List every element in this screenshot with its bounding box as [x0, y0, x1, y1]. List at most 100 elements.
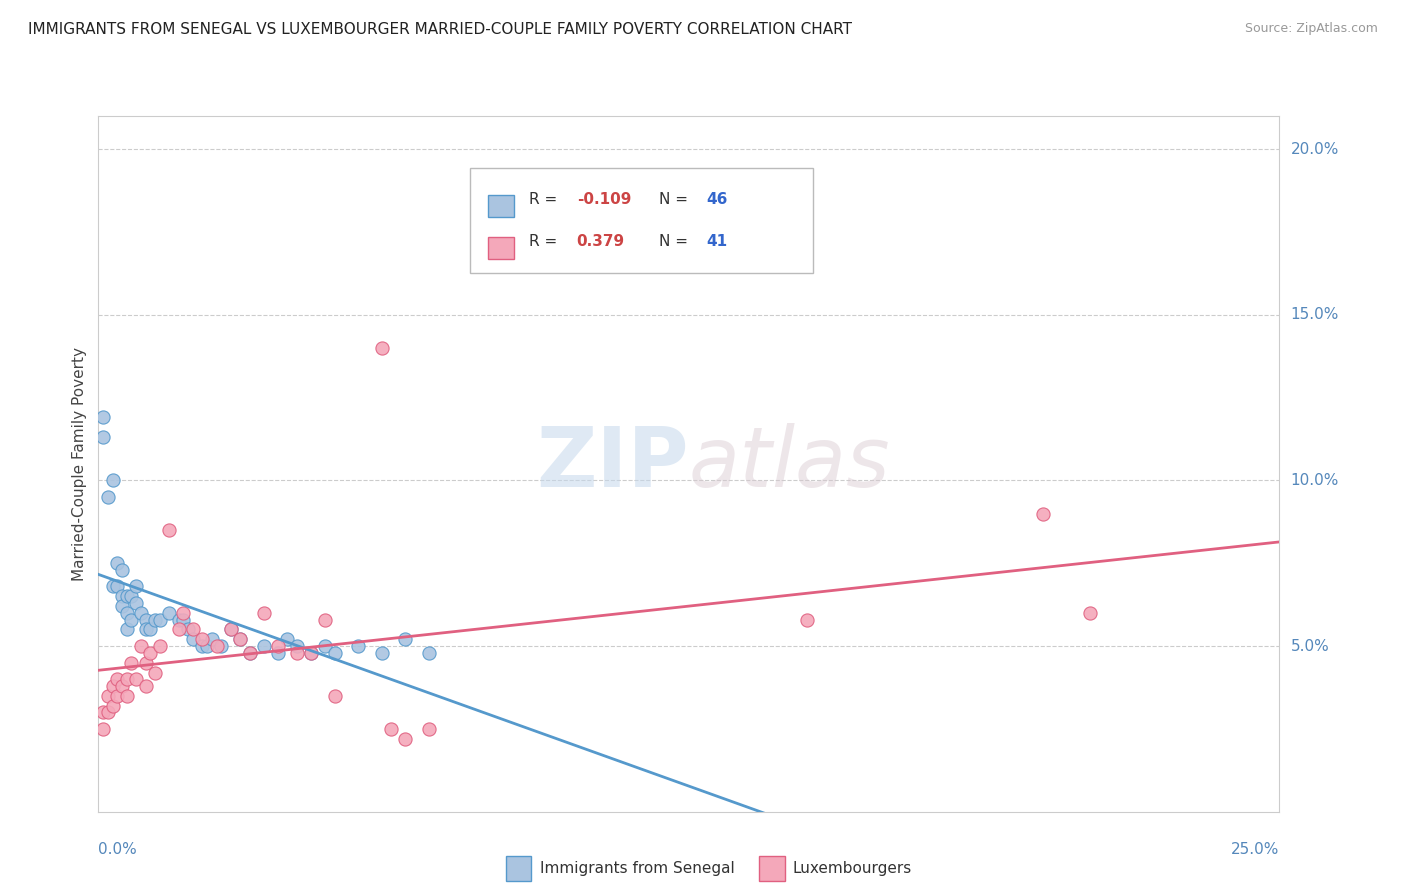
- Y-axis label: Married-Couple Family Poverty: Married-Couple Family Poverty: [72, 347, 87, 581]
- Point: [229, 632, 252, 647]
- Text: ZIP: ZIP: [537, 424, 689, 504]
- Point: [143, 665, 166, 680]
- Point: [91, 410, 114, 425]
- Point: [276, 632, 298, 647]
- Point: [167, 613, 190, 627]
- Point: [314, 639, 336, 653]
- Text: Immigrants from Senegal: Immigrants from Senegal: [540, 862, 735, 876]
- Point: [101, 579, 124, 593]
- Text: Luxembourgers: Luxembourgers: [793, 862, 912, 876]
- Point: [219, 623, 242, 637]
- Text: -0.109: -0.109: [576, 192, 631, 207]
- Point: [125, 672, 148, 686]
- Point: [253, 606, 276, 620]
- Text: 5.0%: 5.0%: [1291, 639, 1329, 654]
- Text: 41: 41: [707, 234, 728, 249]
- Point: [135, 679, 157, 693]
- Point: [105, 579, 128, 593]
- Point: [149, 613, 172, 627]
- Text: 0.379: 0.379: [576, 234, 624, 249]
- Text: R =: R =: [530, 192, 562, 207]
- Point: [191, 639, 214, 653]
- Point: [115, 672, 138, 686]
- Point: [115, 623, 138, 637]
- Point: [253, 639, 276, 653]
- Point: [219, 623, 242, 637]
- Point: [285, 646, 308, 660]
- Text: 0.0%: 0.0%: [98, 842, 138, 857]
- Point: [267, 639, 290, 653]
- Text: R =: R =: [530, 234, 562, 249]
- Point: [121, 590, 143, 604]
- Point: [91, 430, 114, 444]
- Point: [101, 474, 124, 488]
- Point: [115, 590, 138, 604]
- Point: [394, 731, 416, 746]
- Point: [418, 722, 440, 736]
- Point: [105, 556, 128, 570]
- Point: [267, 646, 290, 660]
- Text: 10.0%: 10.0%: [1291, 473, 1339, 488]
- Point: [371, 341, 394, 355]
- Point: [380, 722, 402, 736]
- Text: atlas: atlas: [689, 424, 890, 504]
- Point: [115, 606, 138, 620]
- Point: [97, 706, 120, 720]
- Point: [91, 722, 114, 736]
- Text: N =: N =: [659, 234, 693, 249]
- Point: [121, 656, 143, 670]
- Text: IMMIGRANTS FROM SENEGAL VS LUXEMBOURGER MARRIED-COUPLE FAMILY POVERTY CORRELATIO: IMMIGRANTS FROM SENEGAL VS LUXEMBOURGER …: [28, 22, 852, 37]
- Point: [181, 632, 204, 647]
- Text: 46: 46: [707, 192, 728, 207]
- Point: [195, 639, 218, 653]
- Point: [239, 646, 262, 660]
- Point: [129, 606, 152, 620]
- Point: [285, 639, 308, 653]
- Point: [139, 623, 162, 637]
- Point: [111, 599, 134, 614]
- Point: [181, 623, 204, 637]
- Point: [111, 679, 134, 693]
- Point: [139, 646, 162, 660]
- Text: 20.0%: 20.0%: [1291, 142, 1339, 157]
- Point: [111, 590, 134, 604]
- Point: [209, 639, 232, 653]
- Point: [97, 490, 120, 504]
- FancyBboxPatch shape: [488, 195, 515, 217]
- Point: [125, 596, 148, 610]
- Point: [149, 639, 172, 653]
- Point: [239, 646, 262, 660]
- Point: [177, 623, 200, 637]
- Point: [157, 523, 180, 537]
- Point: [1032, 507, 1054, 521]
- Point: [299, 646, 322, 660]
- Point: [229, 632, 252, 647]
- FancyBboxPatch shape: [471, 169, 813, 273]
- Point: [111, 563, 134, 577]
- Point: [115, 689, 138, 703]
- Point: [172, 606, 194, 620]
- FancyBboxPatch shape: [488, 237, 515, 259]
- Point: [347, 639, 370, 653]
- Point: [796, 613, 818, 627]
- Point: [125, 579, 148, 593]
- Text: N =: N =: [659, 192, 693, 207]
- Point: [105, 689, 128, 703]
- Point: [135, 623, 157, 637]
- Point: [323, 689, 346, 703]
- Point: [97, 689, 120, 703]
- Text: 15.0%: 15.0%: [1291, 307, 1339, 322]
- Point: [101, 698, 124, 713]
- Text: Source: ZipAtlas.com: Source: ZipAtlas.com: [1244, 22, 1378, 36]
- Point: [323, 646, 346, 660]
- Point: [205, 639, 228, 653]
- Point: [1080, 606, 1102, 620]
- Point: [172, 613, 194, 627]
- Point: [143, 613, 166, 627]
- Point: [135, 656, 157, 670]
- Point: [167, 623, 190, 637]
- Point: [191, 632, 214, 647]
- Point: [157, 606, 180, 620]
- Point: [129, 639, 152, 653]
- Point: [394, 632, 416, 647]
